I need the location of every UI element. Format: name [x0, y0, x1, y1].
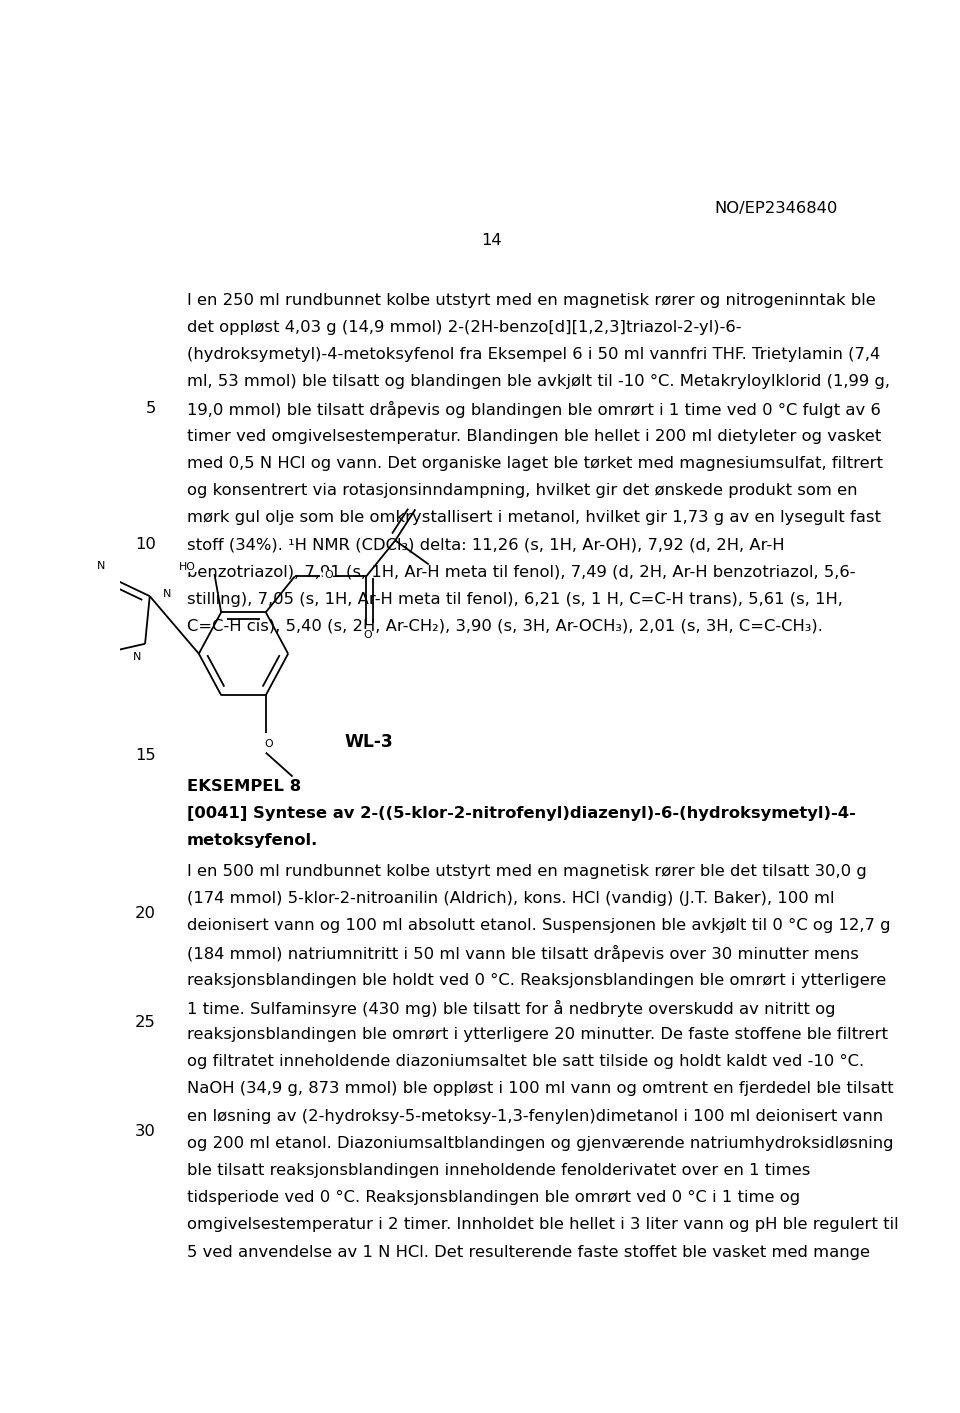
Text: stoff (34%). ¹H NMR (CDCl₃) delta: 11,26 (s, 1H, Ar-OH), 7,92 (d, 2H, Ar-H: stoff (34%). ¹H NMR (CDCl₃) delta: 11,26…	[187, 537, 784, 552]
Text: 30: 30	[134, 1123, 156, 1139]
Text: N: N	[97, 561, 106, 571]
Text: ml, 53 mmol) ble tilsatt og blandingen ble avkjølt til -10 °C. Metakryloylklorid: ml, 53 mmol) ble tilsatt og blandingen b…	[187, 374, 890, 389]
Text: 20: 20	[134, 906, 156, 921]
Text: benzotriazol), 7,91 (s, 1H, Ar-H meta til fenol), 7,49 (d, 2H, Ar-H benzotriazol: benzotriazol), 7,91 (s, 1H, Ar-H meta ti…	[187, 565, 855, 579]
Text: (174 mmol) 5-klor-2-nitroanilin (Aldrich), kons. HCl (vandig) (J.T. Baker), 100 : (174 mmol) 5-klor-2-nitroanilin (Aldrich…	[187, 892, 834, 906]
Text: (184 mmol) natriumnitritt i 50 ml vann ble tilsatt dråpevis over 30 minutter men: (184 mmol) natriumnitritt i 50 ml vann b…	[187, 945, 859, 962]
Text: reaksjonsblandingen ble holdt ved 0 °C. Reaksjonsblandingen ble omrørt i ytterli: reaksjonsblandingen ble holdt ved 0 °C. …	[187, 972, 886, 988]
Text: en løsning av (2-hydroksy-5-metoksy-1,3-fenylen)dimetanol i 100 ml deionisert va: en løsning av (2-hydroksy-5-metoksy-1,3-…	[187, 1109, 883, 1123]
Text: C=C-H cis), 5,40 (s, 2H, Ar-CH₂), 3,90 (s, 3H, Ar-OCH₃), 2,01 (s, 3H, C=C-CH₃).: C=C-H cis), 5,40 (s, 2H, Ar-CH₂), 3,90 (…	[187, 619, 823, 634]
Text: 1 time. Sulfaminsyre (430 mg) ble tilsatt for å nedbryte overskudd av nitritt og: 1 time. Sulfaminsyre (430 mg) ble tilsat…	[187, 1000, 835, 1017]
Text: 5: 5	[145, 401, 156, 417]
Text: mørk gul olje som ble omkrystallisert i metanol, hvilket gir 1,73 g av en lysegu: mørk gul olje som ble omkrystallisert i …	[187, 510, 881, 526]
Text: O: O	[265, 739, 274, 749]
Text: 19,0 mmol) ble tilsatt dråpevis og blandingen ble omrørt i 1 time ved 0 °C fulgt: 19,0 mmol) ble tilsatt dråpevis og bland…	[187, 401, 881, 418]
Text: NaOH (34,9 g, 873 mmol) ble oppløst i 100 ml vann og omtrent en fjerdedel ble ti: NaOH (34,9 g, 873 mmol) ble oppløst i 10…	[187, 1081, 894, 1096]
Text: stilling), 7,05 (s, 1H, Ar-H meta til fenol), 6,21 (s, 1 H, C=C-H trans), 5,61 (: stilling), 7,05 (s, 1H, Ar-H meta til fe…	[187, 592, 843, 606]
Text: EKSEMPEL 8: EKSEMPEL 8	[187, 779, 301, 794]
Text: 10: 10	[134, 537, 156, 552]
Text: med 0,5 N HCl og vann. Det organiske laget ble tørket med magnesiumsulfat, filtr: med 0,5 N HCl og vann. Det organiske lag…	[187, 456, 883, 471]
Text: 25: 25	[134, 1015, 156, 1030]
Text: O: O	[363, 630, 372, 640]
Text: ble tilsatt reaksjonsblandingen inneholdende fenolderivatet over en 1 times: ble tilsatt reaksjonsblandingen innehold…	[187, 1163, 810, 1178]
Text: HO: HO	[180, 562, 196, 572]
Text: metoksyfenol.: metoksyfenol.	[187, 834, 318, 848]
Text: og konsentrert via rotasjonsinndampning, hvilket gir det ønskede produkt som en: og konsentrert via rotasjonsinndampning,…	[187, 483, 857, 497]
Text: 5 ved anvendelse av 1 N HCl. Det resulterende faste stoffet ble vasket med mange: 5 ved anvendelse av 1 N HCl. Det resulte…	[187, 1245, 870, 1259]
Text: omgivelsestemperatur i 2 timer. Innholdet ble hellet i 3 liter vann og pH ble re: omgivelsestemperatur i 2 timer. Innholde…	[187, 1218, 899, 1232]
Text: det oppløst 4,03 g (14,9 mmol) 2-(2H-benzo[d][1,2,3]triazol-2-yl)-6-: det oppløst 4,03 g (14,9 mmol) 2-(2H-ben…	[187, 319, 741, 335]
Text: I en 500 ml rundbunnet kolbe utstyrt med en magnetisk rører ble det tilsatt 30,0: I en 500 ml rundbunnet kolbe utstyrt med…	[187, 863, 867, 879]
Text: 15: 15	[135, 749, 156, 763]
Text: timer ved omgivelsestemperatur. Blandingen ble hellet i 200 ml dietyleter og vas: timer ved omgivelsestemperatur. Blanding…	[187, 428, 881, 444]
Text: (hydroksymetyl)-4-metoksyfenol fra Eksempel 6 i 50 ml vannfri THF. Trietylamin (: (hydroksymetyl)-4-metoksyfenol fra Eksem…	[187, 348, 880, 362]
Text: reaksjonsblandingen ble omrørt i ytterligere 20 minutter. De faste stoffene ble : reaksjonsblandingen ble omrørt i ytterli…	[187, 1027, 888, 1041]
Text: tidsperiode ved 0 °C. Reaksjonsblandingen ble omrørt ved 0 °C i 1 time og: tidsperiode ved 0 °C. Reaksjonsblandinge…	[187, 1190, 800, 1205]
Text: og filtratet inneholdende diazoniumsaltet ble satt tilside og holdt kaldt ved -1: og filtratet inneholdende diazoniumsalte…	[187, 1054, 864, 1070]
Text: N: N	[133, 651, 141, 661]
Text: [0041] Syntese av 2-((5-klor-2-nitrofenyl)diazenyl)-6-(hydroksymetyl)-4-: [0041] Syntese av 2-((5-klor-2-nitrofeny…	[187, 805, 855, 821]
Text: NO/EP2346840: NO/EP2346840	[714, 201, 838, 216]
Text: 14: 14	[482, 233, 502, 247]
Text: deionisert vann og 100 ml absolutt etanol. Suspensjonen ble avkjølt til 0 °C og : deionisert vann og 100 ml absolutt etano…	[187, 918, 891, 933]
Text: WL-3: WL-3	[345, 733, 394, 752]
Text: I en 250 ml rundbunnet kolbe utstyrt med en magnetisk rører og nitrogeninntak bl: I en 250 ml rundbunnet kolbe utstyrt med…	[187, 292, 876, 308]
Text: N: N	[163, 589, 172, 599]
Text: O: O	[324, 571, 332, 581]
Text: og 200 ml etanol. Diazoniumsaltblandingen og gjenværende natriumhydroksidløsning: og 200 ml etanol. Diazoniumsaltblandinge…	[187, 1136, 894, 1150]
